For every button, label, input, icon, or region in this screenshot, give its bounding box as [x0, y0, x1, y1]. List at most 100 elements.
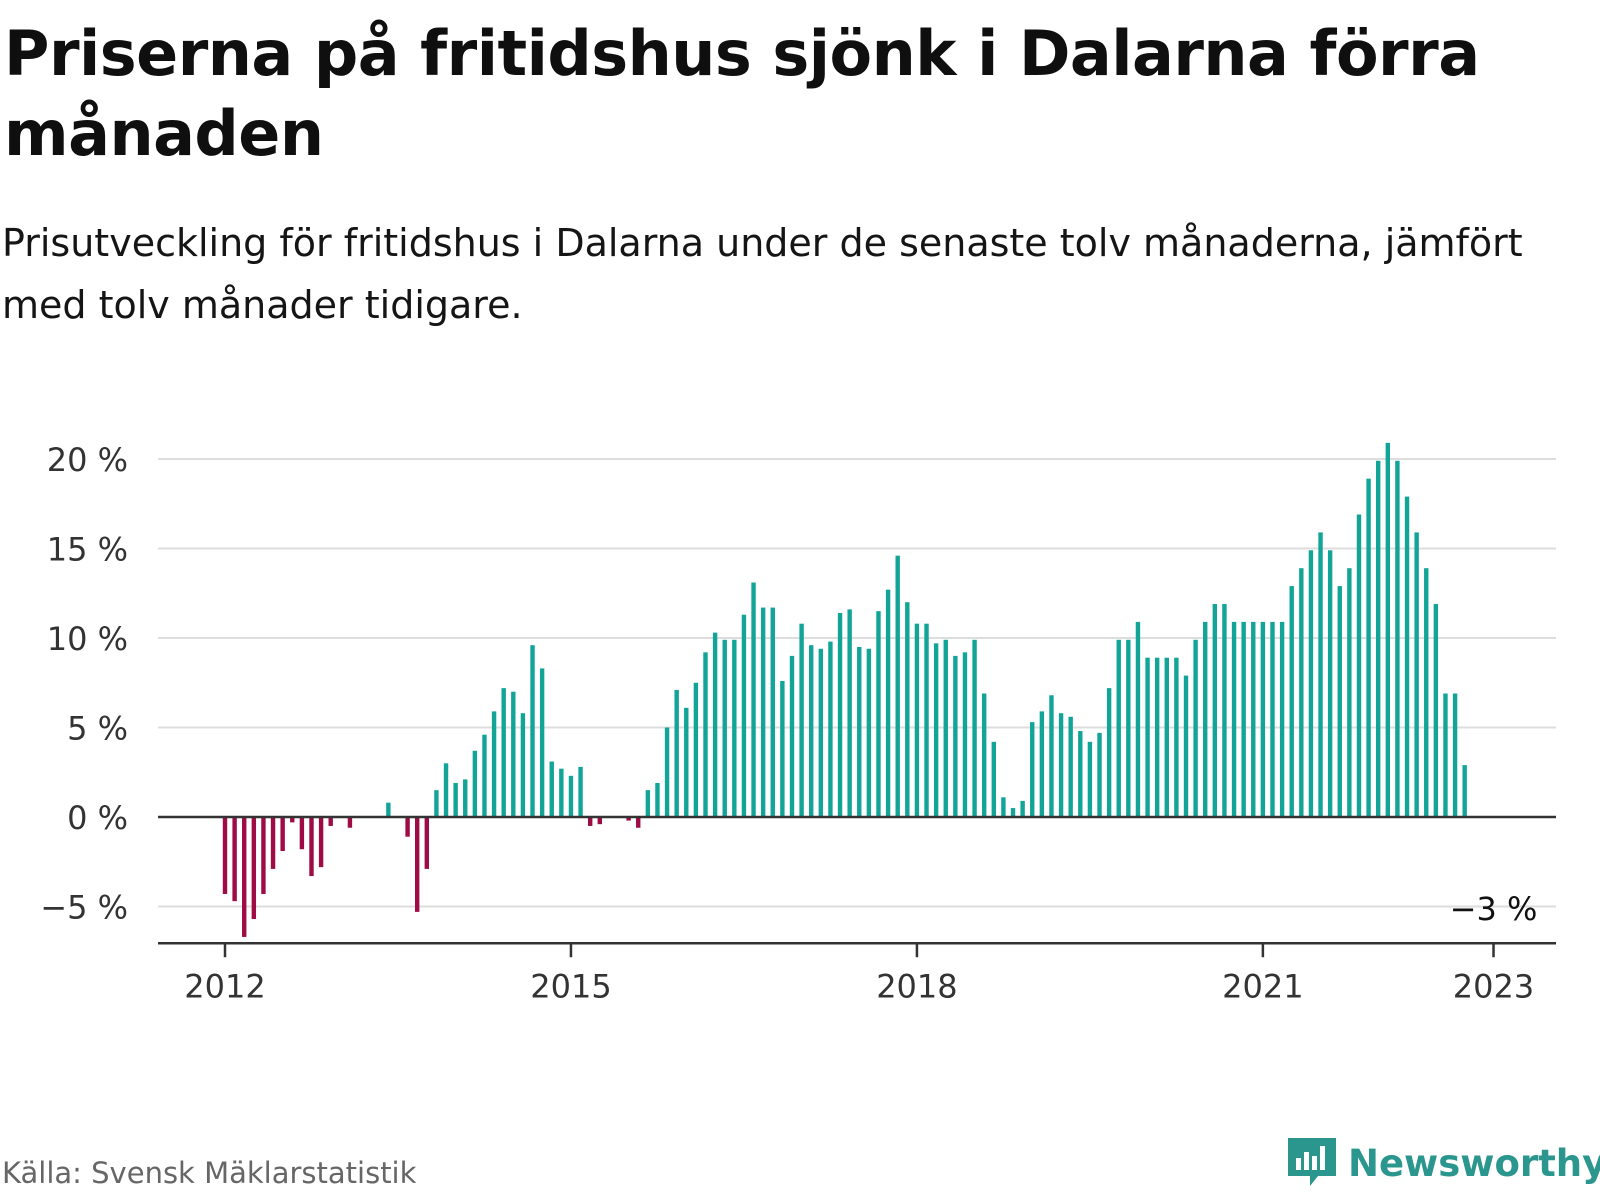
bar [981, 693, 987, 817]
y-tick-label: 20 % [47, 441, 128, 479]
bar-chart: −5 % 0 % 5 % 10 % 15 % 20 % 2012 2015 2018 2021 20… [40, 441, 1556, 1005]
bar [309, 817, 314, 877]
bar [741, 614, 747, 817]
bar [1116, 639, 1121, 817]
bar [789, 655, 795, 817]
bar [953, 655, 958, 817]
bar [655, 782, 660, 817]
chart-title: Priserna på fritidshus sjönk i Dalarna f… [4, 17, 1480, 170]
bar [933, 643, 939, 817]
bar [847, 609, 852, 817]
bar [943, 639, 948, 817]
bar [1001, 797, 1006, 817]
bar [491, 711, 497, 817]
tick-labels: −5 % 0 % 5 % 10 % 15 % 20 % 2012 2015 2018 2021 20… [40, 441, 1537, 1005]
bar [1337, 586, 1342, 817]
bar [347, 817, 353, 828]
bar [1462, 765, 1467, 817]
bar [972, 639, 977, 817]
bar [751, 582, 756, 817]
bar [1164, 657, 1169, 817]
bar [1106, 688, 1112, 817]
bar [914, 623, 920, 817]
bar [799, 623, 804, 817]
bar [299, 817, 305, 850]
bar [1424, 568, 1429, 817]
y-tick-label: −5 % [40, 889, 128, 927]
bar [559, 768, 564, 817]
bar [290, 817, 295, 823]
bar [857, 646, 862, 817]
bar [991, 741, 996, 817]
bar [251, 817, 257, 920]
bar [885, 589, 891, 817]
bar [261, 817, 266, 894]
y-tick-label: 10 % [47, 620, 128, 658]
bar [722, 639, 727, 817]
chart-subtitle: Prisutveckling för fritidshus i Dalarna … [2, 221, 1523, 327]
bar [770, 607, 775, 817]
bar [1174, 657, 1179, 817]
bar [1145, 657, 1150, 817]
bar [1087, 741, 1093, 817]
bar [1289, 586, 1294, 817]
y-tick-label: 5 % [67, 710, 128, 748]
bar [472, 750, 478, 817]
bar [424, 817, 430, 869]
bar [549, 761, 554, 817]
y-tick-label: 0 % [67, 799, 128, 837]
bar [712, 632, 718, 817]
y-tick-label: 15 % [47, 531, 128, 569]
bar [1078, 731, 1083, 817]
bar [318, 817, 324, 868]
bar [568, 775, 574, 817]
bar [463, 779, 468, 817]
gridlines [158, 458, 1556, 908]
bar [1203, 621, 1208, 817]
bar [1366, 478, 1371, 817]
bar [587, 817, 593, 826]
bar [270, 817, 276, 869]
bar [1126, 639, 1131, 817]
bar [1049, 695, 1054, 817]
bar [1318, 532, 1323, 817]
bar [732, 639, 737, 817]
bar [405, 817, 410, 837]
bar [1039, 711, 1045, 817]
bar [1385, 442, 1391, 817]
bar [453, 782, 458, 817]
bar [1270, 621, 1275, 817]
bar [1376, 460, 1381, 817]
bar [866, 648, 872, 817]
bar [1068, 716, 1073, 817]
x-tick-label: 2012 [184, 967, 265, 1005]
bar [232, 817, 237, 902]
bar [1279, 621, 1285, 817]
bar [1222, 603, 1227, 817]
latest-value-label: −3 % [1450, 890, 1538, 928]
bar [530, 645, 535, 817]
bar [1010, 808, 1016, 817]
bar [1241, 621, 1246, 817]
bar [501, 688, 506, 817]
bar [242, 817, 247, 937]
bar [1404, 496, 1410, 817]
bar [1251, 621, 1256, 817]
source-note: Källa: Svensk Mäklarstatistik [2, 1156, 417, 1190]
brand-logo: Newsworthy [1288, 1138, 1600, 1188]
brand-name: Newsworthy [1348, 1141, 1600, 1185]
bar [443, 763, 449, 817]
bar [895, 555, 900, 817]
bar [828, 641, 833, 817]
bar [511, 691, 516, 817]
bar [1299, 568, 1304, 817]
bar [1356, 514, 1362, 817]
bar [1395, 460, 1400, 817]
bar [693, 682, 699, 817]
bar [578, 766, 583, 817]
bar [837, 612, 843, 817]
bar [1212, 603, 1218, 817]
bar [1433, 603, 1439, 817]
bar [924, 623, 929, 817]
bar [684, 707, 689, 817]
